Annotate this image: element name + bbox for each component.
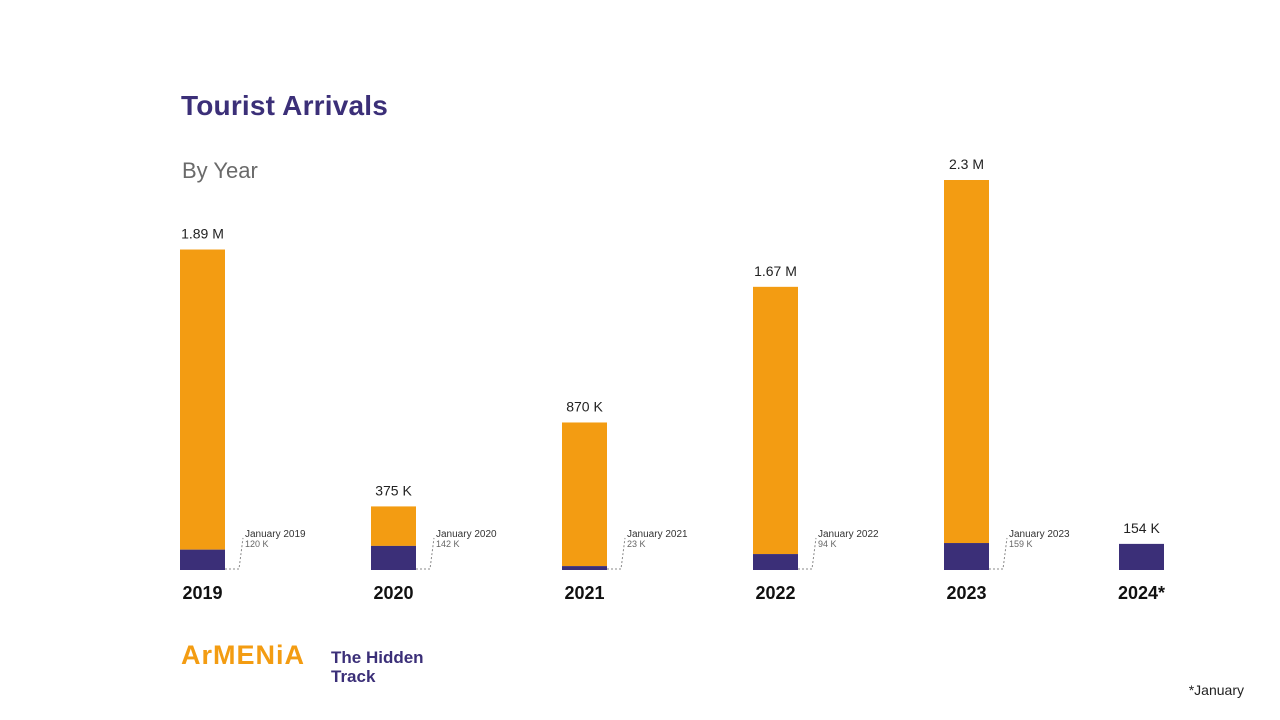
year-tick-label: 2022: [755, 583, 795, 603]
january-callout-label: January 2019: [245, 529, 306, 540]
january-callout-value: 120 K: [245, 539, 269, 549]
january-callout-label: January 2023: [1009, 529, 1070, 540]
year-tick-label: 2021: [564, 583, 604, 603]
january-bar: [944, 543, 989, 570]
january-bar: [180, 549, 225, 570]
january-callout-line: [416, 537, 435, 570]
january-callout-value: 23 K: [627, 539, 646, 549]
january-bar: [562, 566, 607, 570]
january-callout-line: [607, 537, 626, 570]
january-callout-value: 159 K: [1009, 539, 1033, 549]
total-value-label: 375 K: [375, 482, 412, 498]
year-tick-label: 2019: [182, 583, 222, 603]
year-tick-label: 2024*: [1118, 583, 1165, 603]
january-bar: [371, 545, 416, 570]
total-value-label: 1.89 M: [181, 226, 224, 242]
total-value-label: 870 K: [566, 398, 603, 414]
january-callout-value: 142 K: [436, 539, 460, 549]
annual-bar: [753, 286, 798, 555]
january-callout-label: January 2021: [627, 529, 688, 540]
year-tick-label: 2023: [946, 583, 986, 603]
total-value-label: 154 K: [1123, 520, 1160, 536]
annual-bar: [562, 422, 607, 567]
chart-subtitle: By Year: [182, 158, 258, 183]
january-callout-label: January 2022: [818, 529, 879, 540]
january-callout-line: [798, 537, 817, 570]
annual-bar: [371, 506, 416, 546]
january-callout-label: January 2020: [436, 529, 497, 540]
year-tick-label: 2020: [373, 583, 413, 603]
january-bar: [753, 554, 798, 570]
total-value-label: 1.67 M: [754, 263, 797, 279]
chart-title: Tourist Arrivals: [181, 90, 389, 121]
january-bar: [1119, 543, 1164, 570]
brand-logo: ArMENiA: [181, 640, 306, 670]
january-callout-line: [225, 537, 244, 570]
january-callout-value: 94 K: [818, 539, 837, 549]
total-value-label: 2.3 M: [949, 156, 984, 172]
annual-bar: [180, 249, 225, 550]
annual-bar: [944, 180, 989, 544]
january-callout-line: [989, 537, 1008, 570]
brand-tagline: The Hidden Track: [331, 648, 424, 686]
footnote: *January: [1188, 682, 1244, 698]
